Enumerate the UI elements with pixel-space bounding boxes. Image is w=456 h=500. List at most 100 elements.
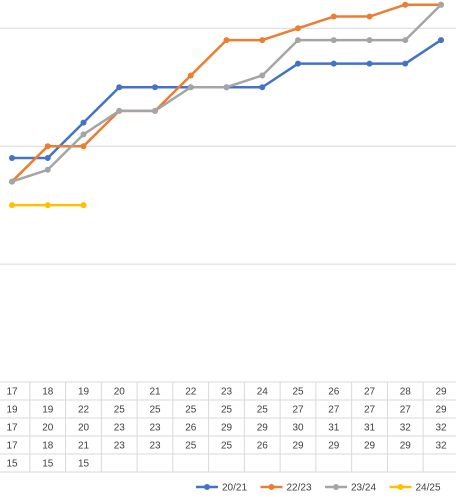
point [438, 1, 444, 8]
category-cell: 23 [221, 387, 233, 398]
table-cell: 29 [400, 441, 412, 452]
category-cell: 29 [435, 387, 447, 398]
table-cell: 19 [6, 405, 18, 416]
point [187, 84, 194, 91]
point [152, 84, 158, 91]
point [116, 84, 123, 91]
table-cell: 22 [78, 405, 90, 416]
point [9, 202, 15, 209]
table-cell: 32 [435, 441, 447, 452]
series-line [11, 3, 442, 183]
table-cell: 27 [364, 405, 376, 416]
point [330, 60, 337, 67]
point [366, 60, 373, 67]
table-cell: 25 [114, 405, 126, 416]
point [152, 107, 158, 114]
point [295, 37, 301, 44]
category-cell: 21 [149, 387, 161, 398]
table-cell: 27 [328, 405, 340, 416]
category-cell: 25 [292, 387, 304, 398]
table-cell: 23 [149, 441, 161, 452]
legend-label: 20/21 [222, 483, 247, 494]
table-cell: 29 [221, 423, 233, 434]
table-cell: 25 [185, 405, 197, 416]
point [259, 84, 266, 91]
point [116, 107, 123, 114]
point [187, 72, 194, 79]
point [259, 72, 266, 79]
category-cell: 18 [42, 387, 54, 398]
point [9, 178, 15, 185]
table-cell: 29 [292, 441, 304, 452]
point [330, 37, 337, 44]
series-line [11, 3, 441, 183]
point [366, 37, 373, 44]
table-cell: 25 [221, 441, 233, 452]
legend-marker [397, 484, 404, 490]
point [80, 131, 87, 138]
category-cell: 17 [6, 387, 18, 398]
point [44, 154, 51, 161]
legend-marker [333, 484, 339, 490]
point [366, 13, 373, 20]
table-cell: 27 [400, 405, 412, 416]
table-cell: 25 [257, 405, 269, 416]
table-cell: 23 [149, 423, 161, 434]
point [330, 13, 337, 20]
table-cell: 31 [364, 423, 376, 434]
table-cell: 29 [328, 441, 340, 452]
table-cell: 15 [78, 459, 90, 470]
point [259, 37, 266, 44]
point [402, 60, 409, 67]
table-cell: 23 [114, 441, 126, 452]
table-cell: 20 [78, 423, 90, 434]
table-cell: 29 [364, 441, 376, 452]
table-cell: 25 [185, 441, 197, 452]
table-cell: 17 [6, 441, 18, 452]
table-cell: 23 [114, 423, 126, 434]
table-cell: 29 [435, 405, 447, 416]
point [80, 143, 87, 150]
table-cell: 18 [42, 441, 54, 452]
point [80, 202, 87, 209]
table-cell: 26 [257, 441, 269, 452]
point [223, 37, 230, 44]
table-cell: 26 [185, 423, 197, 434]
table-cell: 32 [435, 423, 447, 434]
category-cell: 28 [400, 387, 412, 398]
legend-marker [268, 484, 275, 490]
point [9, 154, 15, 161]
point [295, 60, 301, 67]
table-cell: 32 [400, 423, 412, 434]
point [44, 143, 51, 150]
table-cell: 31 [328, 423, 340, 434]
point [402, 1, 409, 8]
table-cell: 15 [42, 459, 54, 470]
point [223, 84, 230, 91]
table-cell: 17 [6, 423, 18, 434]
table-cell: 25 [149, 405, 161, 416]
table-cell: 19 [42, 405, 54, 416]
category-cell: 19 [78, 387, 90, 398]
point [44, 202, 51, 209]
category-cell: 27 [364, 387, 376, 398]
point [295, 25, 301, 32]
table-cell: 20 [42, 423, 54, 434]
category-cell: 26 [328, 387, 340, 398]
point [438, 37, 444, 44]
table-cell: 30 [292, 423, 304, 434]
point [402, 37, 409, 44]
legend-label: 24/25 [416, 483, 441, 494]
legend-label: 22/23 [287, 483, 312, 494]
legend-marker [204, 484, 210, 490]
table-cell: 15 [6, 459, 18, 470]
legend-label: 23/24 [351, 483, 376, 494]
table-cell: 25 [221, 405, 233, 416]
point [44, 166, 51, 173]
table-cell: 21 [78, 441, 90, 452]
point [80, 119, 87, 126]
category-cell: 24 [257, 387, 269, 398]
category-cell: 22 [185, 387, 197, 398]
